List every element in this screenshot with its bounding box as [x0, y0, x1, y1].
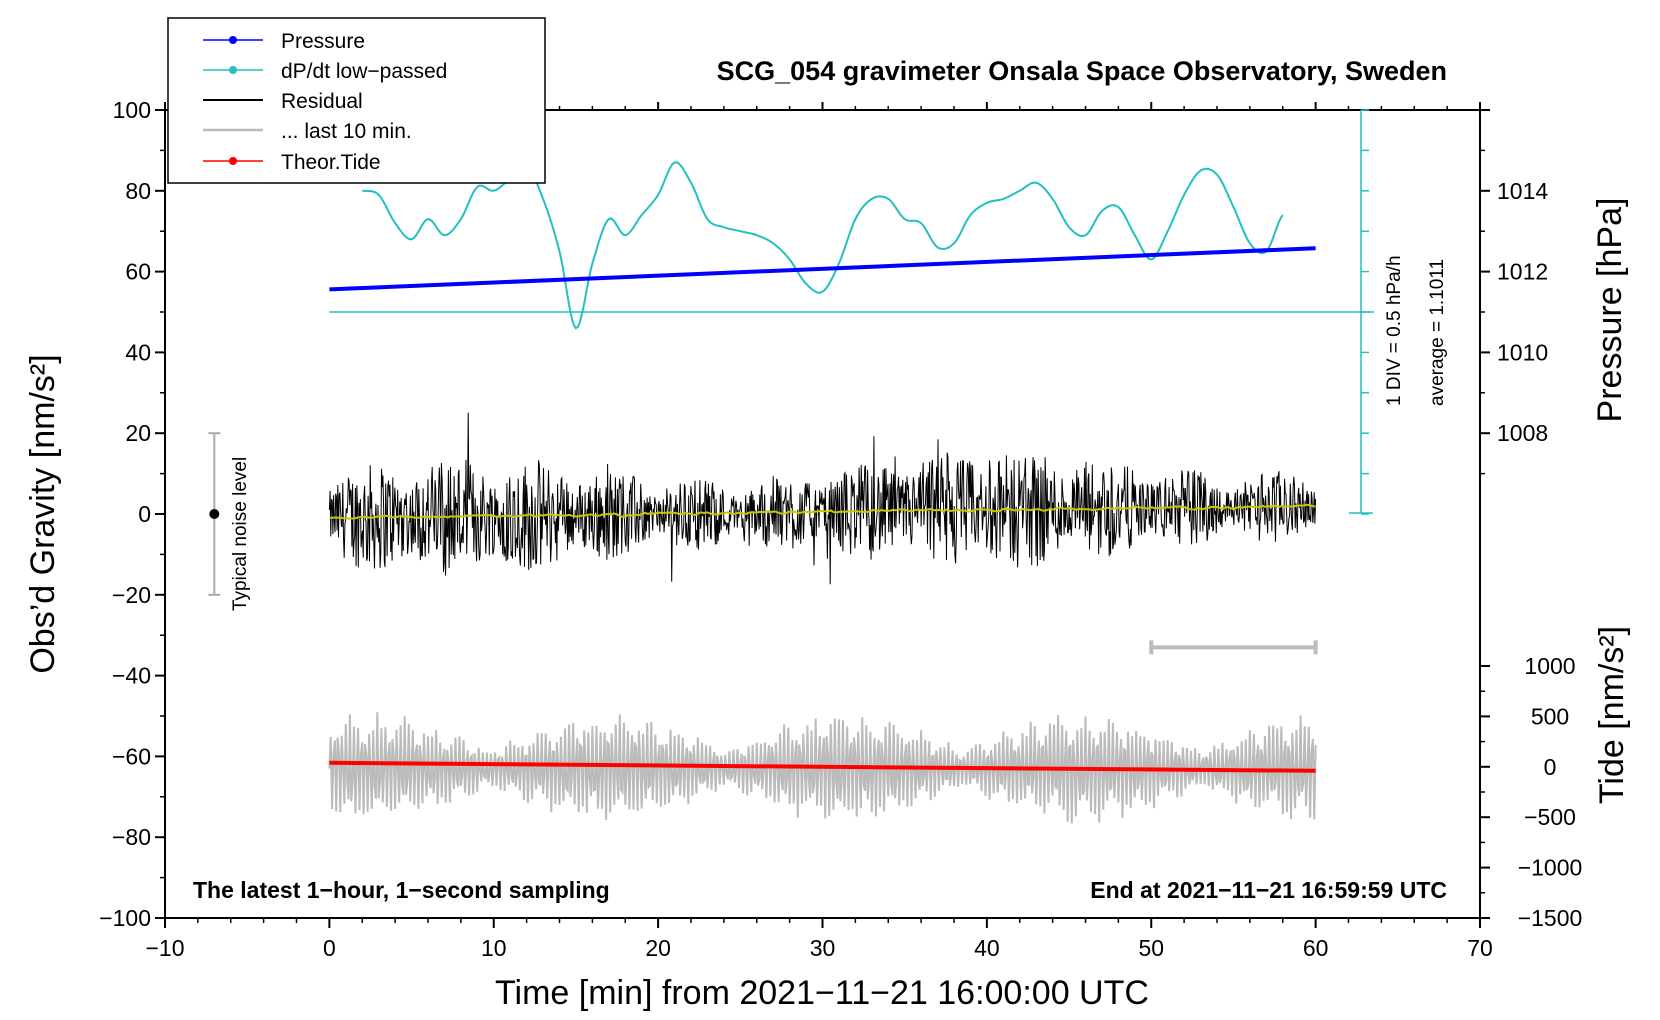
chart-title: SCG_054 gravimeter Onsala Space Observat…: [717, 56, 1447, 86]
legend-item-last10: ... last 10 min.: [203, 120, 412, 143]
y-tick-label: 60: [125, 259, 151, 285]
pressure-axis-title: Pressure [hPa]: [1591, 198, 1629, 423]
legend-item-dpdt: dP/dt low−passed: [203, 60, 447, 83]
pressure-axis-ticks: 1008 1010 1012 1014: [1480, 109, 1548, 475]
tide-tick-label: 0: [1544, 754, 1557, 780]
x-tick-label: 30: [810, 935, 836, 961]
pressure-series-line: [329, 246, 1316, 292]
tide-tick-label: −500: [1524, 804, 1576, 830]
legend-item-tide: Theor.Tide: [203, 151, 381, 174]
tide-axis-ticks: −1500 −1000 −500 0 500 1000: [1480, 653, 1582, 931]
svg-text:Theor.Tide: Theor.Tide: [281, 151, 381, 174]
y-tick-label: 40: [125, 339, 151, 365]
x-tick-label: 20: [645, 935, 671, 961]
x-axis-title: Time [min] from 2021−11−21 16:00:00 UTC: [495, 974, 1149, 1012]
legend-item-pressure: Pressure: [203, 30, 365, 53]
svg-text:Pressure: Pressure: [281, 30, 365, 53]
x-tick-label: 50: [1138, 935, 1164, 961]
y-tick-label: 20: [125, 420, 151, 446]
pressure-tick-label: 1014: [1497, 178, 1548, 204]
y-tick-label: −80: [112, 824, 151, 850]
pressure-tick-label: 1010: [1497, 339, 1548, 365]
y-tick-label: 0: [138, 501, 151, 527]
x-tick-label: 70: [1467, 935, 1493, 961]
tide-axis-title: Tide [nm/s²]: [1593, 626, 1631, 804]
note-latest-hour: The latest 1−hour, 1−second sampling: [193, 877, 610, 903]
y-axis-ticks: −100 −80 −60 −40 −20 0 20 40 60 80 100: [99, 97, 165, 931]
svg-text:... last 10 min.: ... last 10 min.: [281, 120, 412, 143]
svg-text:dP/dt low−passed: dP/dt low−passed: [281, 60, 447, 83]
x-axis-ticks: −10 0 10 20 30 40 50 60 70: [145, 102, 1493, 961]
div-label: 1 DIV = 0.5 hPa/h: [1384, 255, 1405, 406]
y-tick-label: −60: [112, 743, 151, 769]
dpdt-series-line: [362, 161, 1284, 330]
y-tick-label: −20: [112, 582, 151, 608]
tide-tick-label: −1500: [1518, 905, 1583, 931]
x-tick-label: −10: [145, 935, 184, 961]
x-tick-label: 0: [323, 935, 336, 961]
pressure-tick-label: 1008: [1497, 420, 1548, 446]
y-axis-title: Obs’d Gravity [nm/s²]: [24, 354, 62, 673]
y-tick-label: −40: [112, 663, 151, 689]
legend: Pressure dP/dt low−passed Residual ... l…: [167, 17, 546, 184]
noise-bar-dot: [209, 509, 220, 519]
gray-series-line: [328, 712, 1317, 824]
last-10-min-bar: [1149, 640, 1318, 655]
y-tick-label: 100: [113, 97, 151, 123]
y-tick-label: −100: [99, 905, 151, 931]
residual-series-line: [328, 412, 1317, 585]
y-tick-label: 80: [125, 178, 151, 204]
x-tick-label: 10: [481, 935, 507, 961]
x-tick-label: 40: [974, 935, 1000, 961]
residual-smoothed-line: [329, 503, 1316, 520]
typical-noise-bar: [208, 432, 221, 596]
pressure-tick-label: 1012: [1497, 259, 1548, 285]
note-end-time: End at 2021−11−21 16:59:59 UTC: [1090, 877, 1447, 903]
x-tick-label: 60: [1303, 935, 1329, 961]
tide-series-line: [329, 760, 1316, 773]
average-label: average = 1.1011: [1427, 259, 1448, 406]
legend-item-residual: Residual: [203, 90, 363, 113]
tide-tick-label: −1000: [1518, 855, 1583, 881]
tide-tick-label: 500: [1531, 703, 1569, 729]
svg-text:Residual: Residual: [281, 90, 363, 113]
noise-label: Typical noise level: [230, 457, 251, 611]
tide-tick-label: 1000: [1524, 653, 1575, 679]
